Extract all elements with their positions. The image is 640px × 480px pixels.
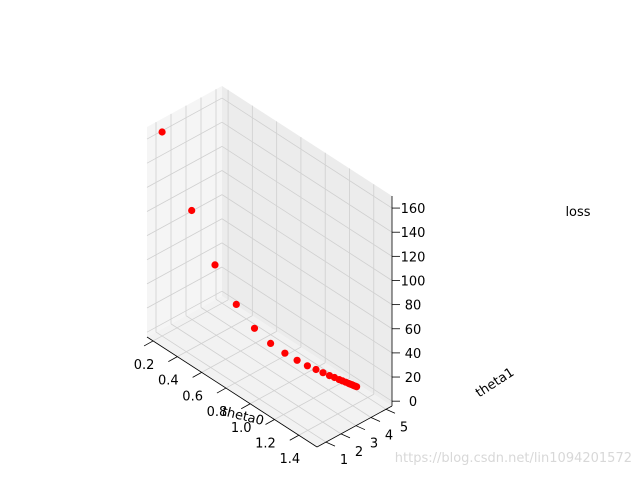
z-tick-label: 60 [405,323,422,338]
grid-line [146,170,223,212]
data-point [211,261,219,269]
x-tick-mark [265,419,275,425]
x-tick-mark [241,403,251,410]
z-tick-label: 120 [401,250,426,265]
grid-line [146,242,223,285]
y-axis-label: theta1 [473,365,517,401]
x-tick-label: 1.0 [231,421,252,436]
x-tick-label: 1.2 [255,437,276,452]
grid-line [177,315,253,357]
z-tick-label: 140 [401,226,426,241]
x-tick-label: 0.4 [158,374,179,389]
grid-line [274,378,350,420]
x-tick-mark [216,387,227,394]
data-point [303,362,311,370]
x-tick-label: 1.4 [279,452,300,467]
z-tick-label: 40 [405,347,422,362]
axis-lines [146,196,393,448]
grid-line [221,266,393,378]
data-point [267,339,275,347]
grid-line [221,170,393,281]
grid-line [221,194,393,305]
z-tick-label: 0 [409,395,417,410]
z-tick-label: 160 [401,202,426,217]
y-tick-label: 3 [370,437,378,452]
y-tick-mark [325,441,336,447]
grid-line [298,393,374,436]
data-point [281,349,289,357]
data-point [293,356,301,364]
data-point [319,369,327,377]
x-tick-mark [168,356,178,362]
z-axis-label: loss [565,205,590,220]
grid-line [221,146,393,257]
grid-line [146,266,223,309]
z-tick-label: 80 [405,299,422,314]
grid-line [221,121,393,233]
grid-line [221,218,393,330]
grid-line [221,97,393,209]
grid-line [221,242,393,354]
grid-line [221,290,393,402]
grid-line [185,315,357,427]
y-tick-mark [370,417,381,422]
y-tick-label: 1 [340,453,348,468]
grid-line [215,298,387,410]
y-tick-mark [385,408,396,414]
data-point [188,206,196,215]
data-point [158,128,166,136]
y-tick-label: 4 [385,428,393,443]
data-point [312,365,320,374]
grid-line [155,331,327,443]
x-tick-mark [289,434,299,441]
data-points [158,128,361,391]
z-tick-label: 20 [405,371,422,386]
x-tick-label: 0.2 [134,358,155,373]
grid-line [170,323,342,435]
grid-line [146,145,223,188]
data-point [353,383,361,391]
grid-line [200,307,372,418]
grid-line [146,290,223,333]
watermark: https://blog.csdn.net/lin1094201572 [394,451,632,466]
y-tick-label: 2 [355,445,363,460]
y-axis-line [316,405,393,448]
grid-line [146,218,223,261]
y-tick-mark [355,425,366,431]
y-tick-label: 5 [400,420,408,435]
left-wall-pane [147,86,222,337]
x-tick-mark [192,372,202,378]
grid-line [152,299,229,342]
grid-line [201,331,277,373]
data-point [250,324,259,332]
z-tick-label: 100 [401,274,426,289]
grid-line [146,194,223,236]
grid-line [146,121,223,164]
x-tick-mark [143,340,154,347]
x-axis-line [146,336,318,448]
x-tick-label: 0.8 [207,405,228,420]
y-tick-mark [340,433,351,439]
x-tick-label: 0.6 [182,389,203,404]
data-point [232,300,240,308]
